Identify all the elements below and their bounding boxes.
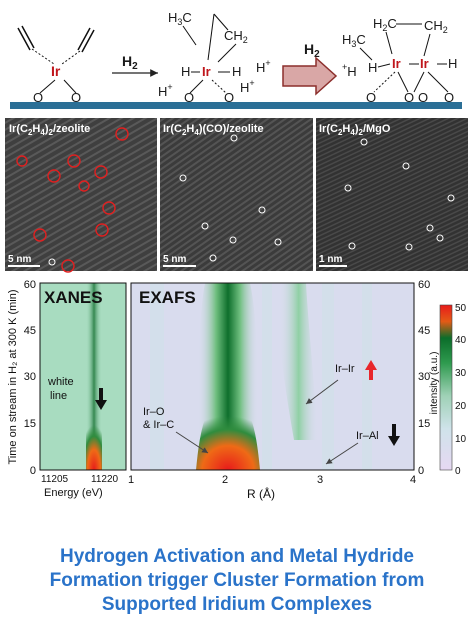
mid-ch3: H3C [168, 10, 192, 27]
micrograph-1-label: Ir(C2H4)2/zeolite [9, 123, 90, 137]
right-o4: O [444, 90, 454, 105]
y-tick-right: 30 [418, 371, 430, 383]
micrograph-2: Ir(C2H4)(CO)/zeolite 5 nm [160, 118, 313, 271]
colorbar-tick: 10 [455, 434, 467, 445]
mid-hplus3: H+ [240, 78, 255, 95]
reaction-arrow-2 [282, 56, 338, 96]
right-ch2b: CH2 [424, 18, 448, 35]
exafs-title: EXAFS [139, 288, 196, 307]
colorbar-tick: 20 [455, 401, 467, 412]
right-o3: O [418, 90, 428, 105]
complex-left: Ir O O [17, 25, 95, 105]
cluster-markers-red [16, 127, 129, 273]
left-o2: O [71, 90, 81, 105]
mid-hplus2: H+ [158, 82, 173, 99]
y-tick: 45 [24, 325, 36, 337]
ir-c-label: & Ir–C [143, 419, 174, 431]
right-ch3: H3C [342, 32, 366, 49]
mid-ch2: CH2 [224, 28, 248, 45]
reaction-scheme: Ir O O H2 H3C CH2 H Ir H H+ H+ H+ [10, 10, 462, 109]
down-arrow-icon [95, 388, 107, 410]
ir-o-label: Ir–O [143, 406, 165, 418]
x-tick: 2 [222, 474, 228, 486]
time-resolved-chart: 0 15 30 45 60 Time on stream in H₂ at 30… [7, 279, 467, 501]
micrograph-2-label: Ir(C2H4)(CO)/zeolite [163, 123, 264, 137]
left-o1: O [33, 90, 43, 105]
mid-hplus1: H+ [256, 58, 271, 75]
left-ir-label: Ir [51, 63, 61, 79]
ir-al-label: Ir–Al [356, 430, 379, 442]
mid-o1: O [184, 90, 194, 105]
right-h1: H [368, 60, 377, 75]
exafs-xlabel: R (Å) [247, 486, 275, 501]
cluster-markers-white-3 [344, 138, 455, 251]
y-axis-right: 0 15 30 45 60 [418, 279, 430, 477]
scalebar-3-label: 1 nm [319, 254, 342, 265]
micrograph-3-label: Ir(C2H4)2/MgO [319, 123, 391, 137]
caption-line-3: Supported Iridium Complexes [101, 594, 373, 615]
x-tick: 1 [128, 474, 134, 486]
xanes-panel [40, 283, 126, 470]
right-ir2: Ir [420, 56, 429, 71]
up-arrow-icon [365, 360, 377, 380]
y-tick-right: 0 [418, 465, 424, 477]
x-tick-xanes: 11205 [41, 474, 69, 485]
scalebar-2-label: 5 nm [163, 254, 186, 265]
mid-h-right: H [232, 64, 241, 79]
right-o2: O [404, 90, 414, 105]
micrograph-3: Ir(C2H4)2/MgO 1 nm [316, 118, 468, 271]
y-tick: 15 [24, 418, 36, 430]
y-tick: 30 [24, 371, 36, 383]
y-axis-left: 0 15 30 45 60 [24, 279, 36, 477]
mid-h-left: H [181, 64, 190, 79]
colorbar-tick: 0 [455, 466, 461, 477]
right-ch2a: H2C [373, 16, 397, 33]
right-o1: O [366, 90, 376, 105]
colorbar-label: intensity (a.u.) [429, 352, 440, 415]
white-line-label-2: line [50, 390, 67, 402]
x-tick: 3 [317, 474, 323, 486]
xanes-xlabel: Energy (eV) [44, 487, 103, 499]
scalebar-1-label: 5 nm [8, 254, 31, 265]
support-surface [10, 102, 462, 109]
arrow2-h2-label: H2 [304, 41, 320, 60]
cluster-markers-white-2 [179, 134, 282, 262]
mid-o2: O [224, 90, 234, 105]
down-arrow-icon [388, 424, 400, 446]
colorbar-tick: 50 [455, 303, 467, 314]
right-ir1: Ir [392, 56, 401, 71]
x-axis-exafs: 1 2 3 4 [128, 474, 416, 486]
right-h2: H [448, 56, 457, 71]
colorbar [439, 304, 453, 471]
y-tick: 60 [24, 279, 36, 291]
colorbar-tick: 40 [455, 335, 467, 346]
exafs-panel [131, 283, 414, 470]
caption-line-2: Formation trigger Cluster Formation from [49, 570, 425, 591]
y-tick-right: 45 [418, 325, 430, 337]
ridge-ir-o-hot [196, 410, 260, 470]
micrograph-1: Ir(C2H4)2/zeolite 5 nm [5, 118, 157, 273]
micrograph-row: Ir(C2H4)2/zeolite 5 nm Ir(C2H4)(CO)/zeol… [5, 118, 468, 273]
xanes-title: XANES [44, 288, 103, 307]
y-tick: 0 [30, 465, 36, 477]
ir-ir-label: Ir–Ir [335, 363, 355, 375]
y-tick-right: 60 [418, 279, 430, 291]
arrow1-h2-label: H2 [122, 53, 138, 72]
white-line-label: white [47, 376, 74, 388]
complex-middle: H3C CH2 H Ir H H+ H+ H+ O O [158, 10, 271, 105]
complex-right: H3C H2C CH2 H Ir Ir H +H O O O O [342, 16, 457, 105]
y-axis-label: Time on stream in H₂ at 300 K (min) [7, 289, 19, 464]
mid-ir-label: Ir [202, 64, 211, 79]
caption-line-1: Hydrogen Activation and Metal Hydride [59, 546, 414, 567]
colorbar-ticks: 0 10 20 30 40 50 [455, 303, 467, 477]
x-tick: 4 [410, 474, 416, 486]
colorbar-tick: 30 [455, 368, 467, 379]
right-hplus: +H [342, 62, 357, 79]
x-tick-xanes: 11220 [91, 474, 119, 485]
y-tick-right: 15 [418, 418, 430, 430]
